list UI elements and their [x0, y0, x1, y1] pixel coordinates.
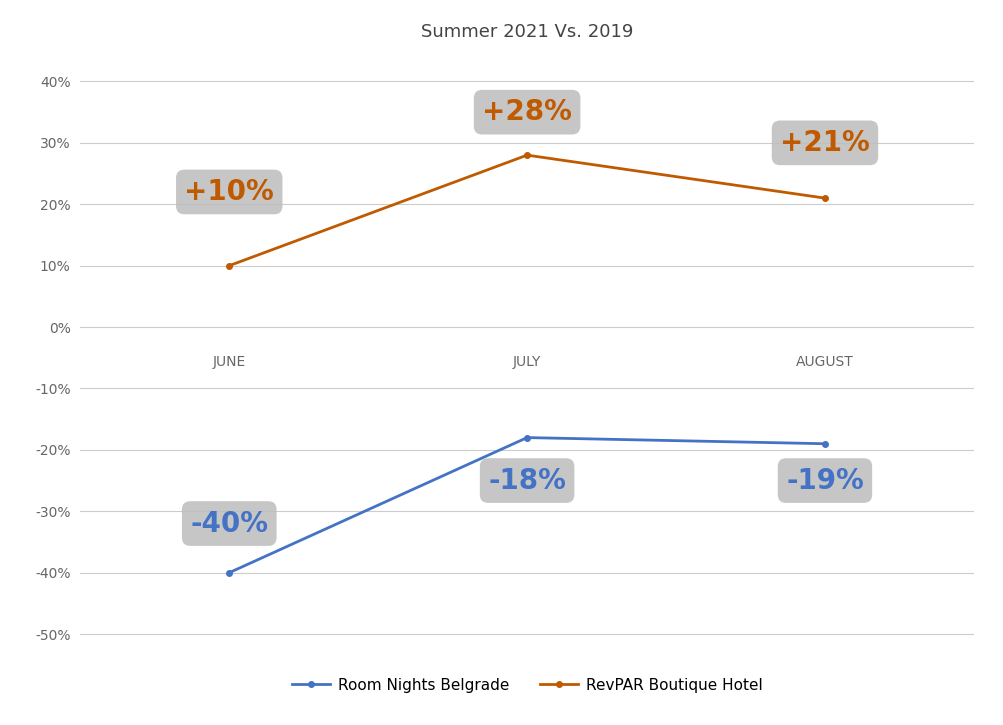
Text: +21%: +21%	[779, 129, 869, 157]
Legend: Room Nights Belgrade, RevPAR Boutique Hotel: Room Nights Belgrade, RevPAR Boutique Ho…	[286, 672, 767, 699]
Title: Summer 2021 Vs. 2019: Summer 2021 Vs. 2019	[420, 23, 633, 41]
Text: AUGUST: AUGUST	[795, 355, 853, 369]
Text: +10%: +10%	[185, 178, 274, 206]
Text: +28%: +28%	[481, 98, 572, 126]
Text: -19%: -19%	[785, 467, 863, 494]
Text: JULY: JULY	[513, 355, 541, 369]
Text: -40%: -40%	[190, 510, 268, 537]
Text: JUNE: JUNE	[213, 355, 246, 369]
Text: -18%: -18%	[487, 467, 566, 494]
